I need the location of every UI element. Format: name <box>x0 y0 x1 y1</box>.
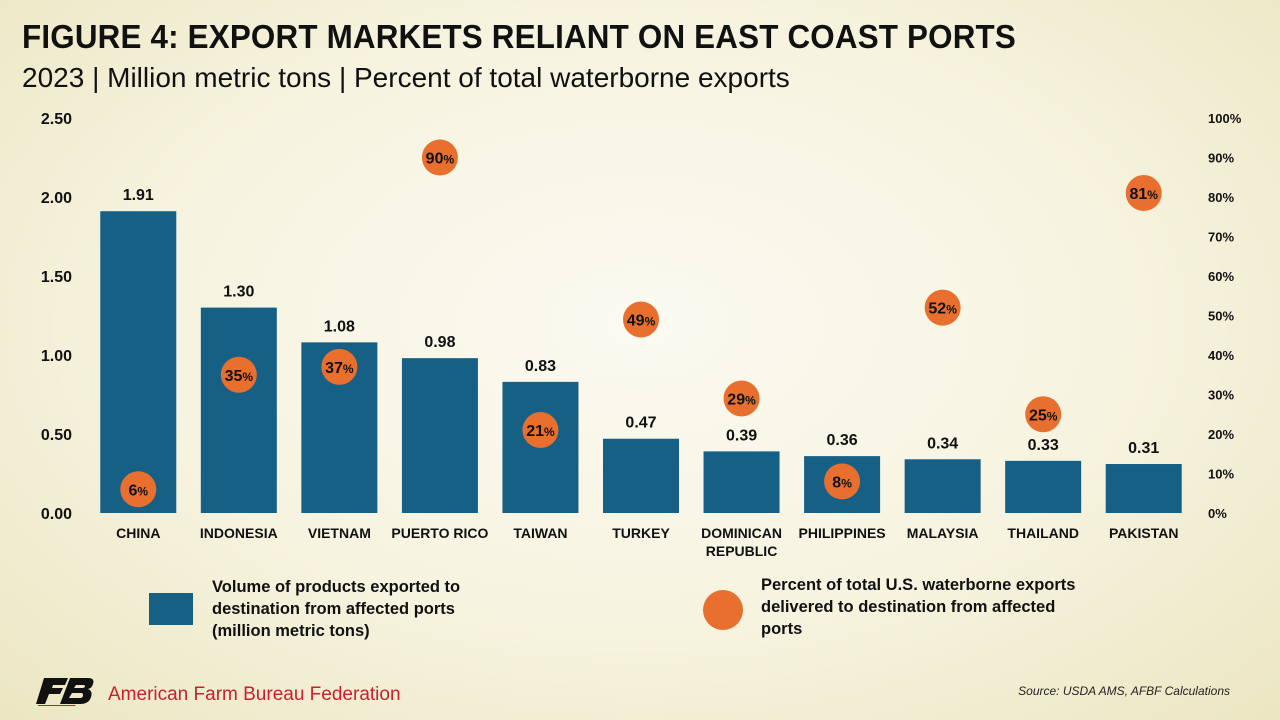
legend-dot-swatch <box>703 590 743 630</box>
bar-value-label: 0.83 <box>525 358 556 375</box>
legend-bar-swatch <box>149 593 193 625</box>
category-label: VIETNAM <box>308 525 371 541</box>
bar <box>100 211 177 513</box>
bar-value-label: 1.30 <box>223 284 254 301</box>
percent-dot-label: 6% <box>128 482 148 499</box>
y-tick-label: 1.00 <box>41 348 72 365</box>
bar <box>200 307 277 513</box>
percent-dot <box>824 463 861 500</box>
bar <box>401 358 478 513</box>
y-tick-label: 1.50 <box>41 269 72 286</box>
percent-dot-label: 8% <box>832 474 852 491</box>
bar-value-label: 0.31 <box>1128 440 1159 457</box>
percent-dot-label: 81% <box>1129 186 1158 203</box>
y-axis-left: 0.00 0.50 1.00 1.50 2.00 2.50 <box>41 111 72 523</box>
y2-tick-label: 80% <box>1208 190 1234 205</box>
percent-series: 6% 35% 37% 90% 21% 49% 29% 8% 52% 25% 81% <box>120 139 1162 508</box>
percent-dot <box>723 380 760 417</box>
category-labels: CHINA INDONESIA VIETNAM PUERTO RICO TAIWAN TU… <box>116 525 1178 559</box>
bar-value-label: 0.34 <box>927 435 958 452</box>
legend-dot-text: Percent of total U.S. waterborne exports… <box>761 574 1075 640</box>
y2-tick-label: 100% <box>1208 111 1242 126</box>
percent-dot-label: 49% <box>627 312 656 329</box>
y2-tick-label: 20% <box>1208 427 1234 442</box>
legend-bar-line: Volume of products exported to <box>212 578 461 596</box>
percent-dot <box>321 348 358 385</box>
category-label: INDONESIA <box>200 525 278 541</box>
y2-tick-label: 50% <box>1208 309 1234 324</box>
bar-value-label: 0.47 <box>625 415 656 432</box>
percent-dot <box>1125 175 1162 212</box>
category-label: CHINA <box>116 525 160 541</box>
category-label: TAIWAN <box>513 525 567 541</box>
y2-tick-label: 10% <box>1208 467 1234 482</box>
bar-value-label: 0.36 <box>827 432 858 449</box>
y2-tick-label: 0% <box>1208 506 1227 521</box>
percent-dot-label: 35% <box>225 368 254 385</box>
percent-dot <box>924 289 961 326</box>
bar-series <box>100 211 1182 513</box>
source-note: Source: USDA AMS, AFBF Calculations <box>1018 684 1230 698</box>
category-label: PAKISTAN <box>1109 525 1178 541</box>
bar <box>703 451 780 513</box>
bar <box>904 459 981 513</box>
y2-tick-label: 60% <box>1208 269 1234 284</box>
percent-dot-label: 21% <box>526 423 555 440</box>
category-label: PHILIPPINES <box>799 525 886 541</box>
y-axis-right: 0% 10% 20% 30% 40% 50% 60% 70% 80% 90% 100% <box>1208 111 1242 521</box>
percent-dot <box>220 356 257 393</box>
category-label: TURKEY <box>612 525 670 541</box>
percent-dot-label: 37% <box>325 360 354 377</box>
percent-dot-label: 29% <box>727 391 756 408</box>
bar <box>1005 460 1082 513</box>
legend-dot-line: ports <box>761 620 803 638</box>
bar-value-label: 1.08 <box>324 318 355 335</box>
legend-dot-line: Percent of total U.S. waterborne exports <box>761 576 1076 594</box>
y2-tick-label: 40% <box>1208 348 1234 363</box>
y-tick-label: 0.00 <box>41 506 72 523</box>
legend-bar-line: destination from affected ports <box>212 600 455 618</box>
y-tick-label: 2.00 <box>41 190 72 207</box>
afbf-logo-icon <box>36 678 94 706</box>
organization-name: American Farm Bureau Federation <box>108 684 401 705</box>
percent-dot <box>623 301 659 338</box>
category-label: THAILAND <box>1007 525 1079 541</box>
category-label: PUERTO RICO <box>391 525 488 541</box>
percent-dot-label: 25% <box>1029 407 1058 424</box>
y-tick-label: 0.50 <box>41 427 72 444</box>
legend-bar-text: Volume of products exported to destinati… <box>212 576 460 642</box>
percent-dot <box>1025 396 1062 433</box>
bar <box>1105 464 1182 513</box>
bar-value-labels: 1.91 1.30 1.08 0.98 0.83 0.47 0.39 0.36 0.34 0.33… <box>123 187 1160 457</box>
category-label: MALAYSIA <box>907 525 979 541</box>
y2-tick-label: 90% <box>1208 151 1234 166</box>
bar <box>603 438 679 513</box>
category-label: DOMINICAN REPUBLIC <box>701 525 782 559</box>
legend-dot-line: delivered to destination from affected <box>761 598 1056 616</box>
bar-value-label: 0.98 <box>424 334 455 351</box>
percent-dot-label: 52% <box>928 301 957 318</box>
chart-subtitle: 2023 | Million metric tons | Percent of … <box>22 62 790 93</box>
percent-dot <box>421 139 458 176</box>
legend-bar-line: (million metric tons) <box>212 622 370 640</box>
y2-tick-label: 70% <box>1208 230 1234 245</box>
percent-dot-label: 90% <box>426 151 455 168</box>
percent-dot <box>522 412 559 449</box>
y-tick-label: 2.50 <box>41 111 72 128</box>
bar-value-label: 1.91 <box>123 187 154 204</box>
bar-value-label: 0.33 <box>1028 437 1059 454</box>
bar-value-label: 0.39 <box>726 427 757 444</box>
chart-title: FIGURE 4: EXPORT MARKETS RELIANT ON EAST… <box>22 18 1016 55</box>
y2-tick-label: 30% <box>1208 388 1234 403</box>
percent-dot <box>120 471 157 508</box>
